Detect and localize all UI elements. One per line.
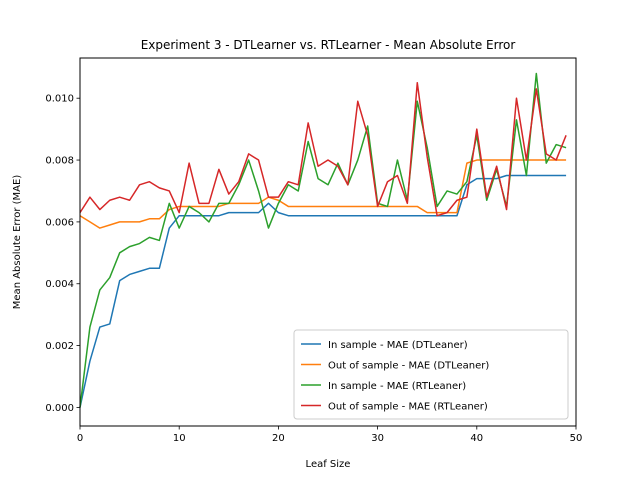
x-tick-label: 50: [570, 433, 583, 444]
y-tick-label: 0.000: [45, 403, 74, 414]
legend: In sample - MAE (DTLeaner) Out of sample …: [293, 329, 569, 420]
legend-entry-1: In sample - MAE (DTLeaner): [328, 340, 468, 351]
y-tick-label: 0.002: [45, 341, 74, 352]
series-line-1: [79, 174, 567, 408]
y-tick-label: 0.004: [45, 279, 74, 290]
x-tick-label: 0: [77, 433, 83, 444]
legend-box: [293, 329, 569, 420]
chart-title: Experiment 3 - DTLearner vs. RTLearner -…: [141, 38, 516, 52]
legend-entry-3: In sample - MAE (RTLeaner): [328, 381, 466, 392]
y-tick-label: 0.008: [45, 156, 74, 167]
y-tick-label: 0.010: [45, 94, 74, 105]
axes-frame: [79, 57, 577, 427]
y-tick-label: 0.006: [45, 217, 74, 228]
series-line-2: [79, 159, 567, 229]
y-axis-ticks: 0.000 0.002 0.004 0.006 0.008 0.010: [45, 94, 80, 414]
series-line-4: [79, 81, 567, 217]
x-tick-label: 30: [371, 433, 384, 444]
plot-area: 0 10 20 30 40 50 0.0000.0020.0040.0060.0080.0…: [45, 57, 583, 444]
x-tick-label: 20: [272, 433, 285, 444]
x-tick-label: 40: [470, 433, 483, 444]
legend-entry-2: Out of sample - MAE (DTLeaner): [328, 361, 489, 372]
series-lines: [79, 72, 567, 408]
x-axis-ticks: 0 10 20 30 40 50: [77, 426, 583, 444]
x-tick-label: 10: [173, 433, 186, 444]
x-axis-label: Leaf Size: [306, 459, 351, 470]
legend-entry-4: Out of sample - MAE (RTLeaner): [328, 402, 488, 413]
y-axis-label: Mean Absolute Error (MAE): [12, 175, 23, 310]
